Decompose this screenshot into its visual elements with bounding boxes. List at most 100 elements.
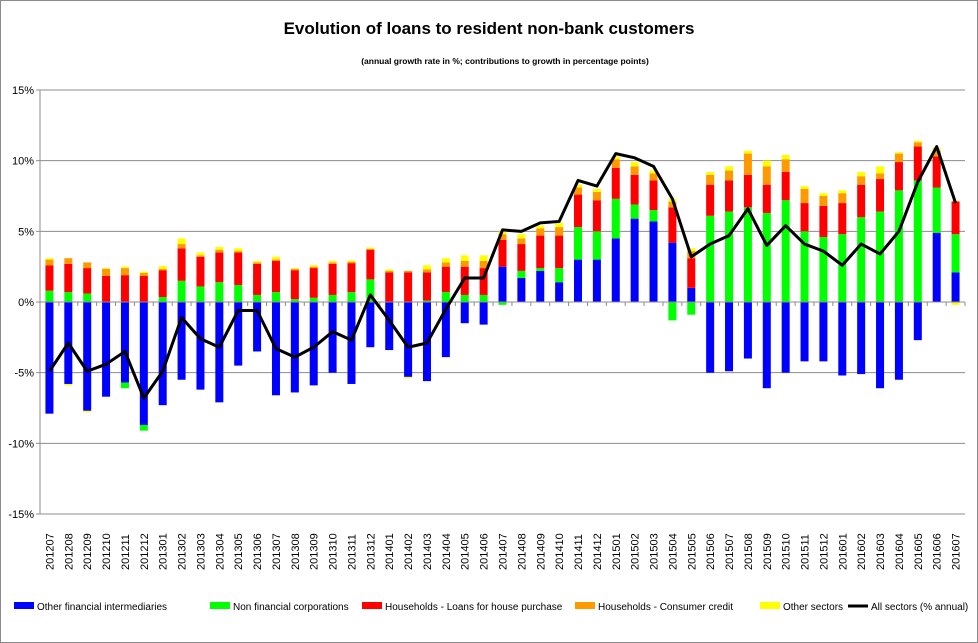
bar-segment [460,261,469,267]
bar-segment [290,270,299,300]
x-tick-label: 201208 [63,533,75,570]
bar-segment [819,302,828,362]
x-tick-label: 201207 [44,533,56,570]
bar-segment [555,282,564,302]
x-tick-label: 201606 [932,533,944,570]
x-tick-label: 201406 [479,533,491,570]
legend-label: Households - Consumer credit [598,602,733,613]
bar-segment [385,269,394,271]
bar-segment [951,302,960,305]
bar-segment [611,238,620,302]
bar-segment [158,268,167,271]
bar-segment [706,174,715,185]
x-tick-label: 201301 [158,533,170,570]
bar-segment [83,302,92,411]
bar-segment [460,255,469,262]
bar-segment [668,302,677,321]
chart-subtitle: (annual growth rate in %; contributions … [361,56,649,66]
x-tick-label: 201601 [837,533,849,570]
bar-segment [385,270,394,273]
bar-segment [706,171,715,175]
bar-segment [951,272,960,302]
x-tick-label: 201407 [498,533,510,570]
bar-segment [913,142,922,147]
chart-title: Evolution of loans to resident non-bank … [283,19,695,38]
bar-segment [649,173,658,181]
x-tick-label: 201505 [686,533,698,570]
bar-segment [196,252,205,256]
bar-segment [441,302,450,358]
bar-segment [630,218,639,302]
bar-segment [347,263,356,293]
x-tick-label: 201511 [800,534,812,570]
bar-segment [253,263,262,295]
bar-segment [743,153,752,175]
bar-segment [83,293,92,302]
bar-segment [687,302,696,315]
legend-swatch [362,602,382,609]
legend-label: Other sectors [783,602,843,613]
x-tick-label: 201303 [195,533,207,570]
bar-segment [196,286,205,302]
bar-segment [479,261,488,269]
bar-segment [630,204,639,219]
bar-segment [800,188,809,204]
bar-segment [781,171,790,201]
bar-segment [83,268,92,294]
bar-segment [347,292,356,302]
bar-segment [819,236,828,302]
bar-segment [234,285,243,302]
bar-segment [857,171,866,177]
bar-segment [422,265,431,270]
bar-segment [120,268,129,276]
bar-segment [913,180,922,302]
x-tick-label: 201307 [271,533,283,570]
bar-segment [762,302,771,389]
x-tick-label: 201402 [403,533,415,570]
bar-segment [876,173,885,180]
bar-segment [253,262,262,264]
x-tick-label: 201509 [762,533,774,570]
bar-segment [271,292,280,302]
bar-segment [592,191,601,201]
bar-segment [517,238,526,245]
bar-segment [725,170,734,181]
bar-segment [687,258,696,288]
bar-segment [215,282,224,302]
bar-segment [385,272,394,302]
bar-segment [857,176,866,185]
bar-segment [347,260,356,262]
bar-segment [460,302,469,324]
x-tick-label: 201211 [120,534,132,570]
bar-segment [687,287,696,302]
bar-segment [574,259,583,302]
bar-segment [838,302,847,376]
bar-segment [215,246,224,250]
bar-segment [253,261,262,263]
bar-segment [913,146,922,181]
bar-segment [366,247,375,249]
y-tick-label: 15% [12,85,34,97]
bar-segment [743,302,752,359]
bar-segment [781,200,790,302]
x-tick-label: 201604 [894,533,906,570]
bar-segment [857,302,866,375]
bar-segment [743,207,752,302]
x-tick-label: 201607 [951,533,963,570]
bar-segment [309,268,318,298]
bar-segment [611,159,620,168]
bar-segment [630,166,639,175]
bar-segment [177,248,186,281]
bar-segment [838,193,847,204]
bar-segment [441,262,450,267]
bar-segment [404,302,413,377]
bar-segment [876,211,885,302]
bar-segment [894,302,903,380]
x-tick-label: 201310 [328,533,340,570]
bar-segment [366,279,375,302]
bar-segment [592,188,601,192]
x-tick-label: 201308 [290,533,302,570]
bar-segment [102,268,111,269]
bar-segment [498,239,507,267]
bar-segment [328,302,337,373]
